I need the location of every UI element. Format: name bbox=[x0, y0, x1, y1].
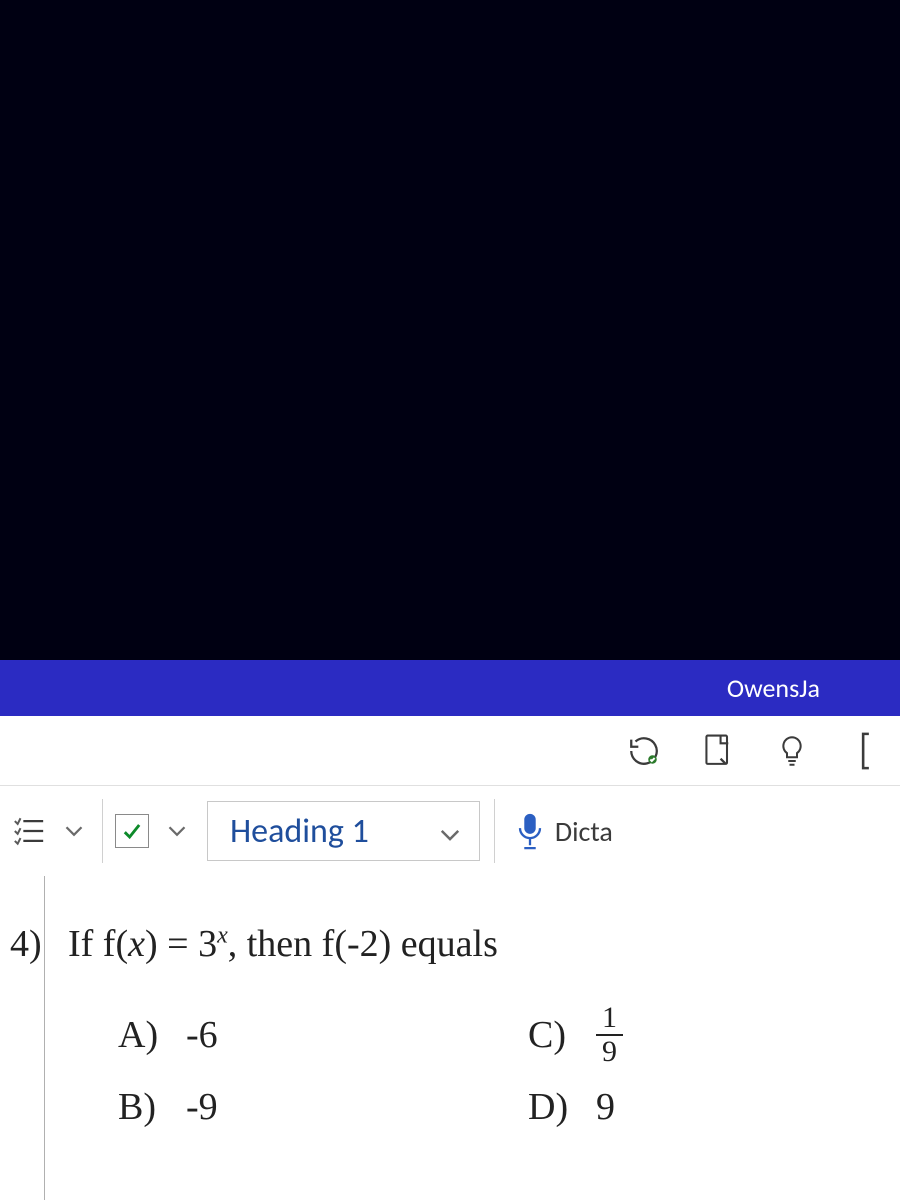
chevron-down-icon bbox=[439, 811, 461, 852]
title-bar: OwensJa bbox=[0, 660, 900, 716]
bracket-icon[interactable] bbox=[848, 733, 884, 769]
list-dropdown-chevron[interactable] bbox=[52, 801, 96, 861]
checklist-dropdown-chevron[interactable] bbox=[155, 801, 199, 861]
answer-C-fraction: 1 9 bbox=[596, 1002, 623, 1067]
question-block: 4) If f(x) = 3x, then f(-2) equals A) -6… bbox=[8, 922, 878, 1129]
answer-C: C) 1 9 bbox=[528, 1002, 828, 1067]
dark-background bbox=[0, 0, 900, 660]
bullet-list-icon[interactable] bbox=[6, 801, 52, 861]
q-mid: ) = 3 bbox=[145, 923, 217, 965]
answer-A: A) -6 bbox=[118, 1002, 488, 1067]
lightbulb-icon[interactable] bbox=[774, 733, 810, 769]
q-prefix: If f( bbox=[68, 923, 128, 965]
answer-A-label: A) bbox=[118, 1013, 168, 1057]
page-view-icon[interactable] bbox=[700, 733, 736, 769]
replay-icon[interactable] bbox=[626, 733, 662, 769]
question-number: 4) bbox=[8, 922, 68, 966]
answer-D: D) 9 bbox=[528, 1085, 828, 1129]
q-var: x bbox=[128, 923, 145, 965]
q-exponent: x bbox=[217, 922, 228, 948]
answer-C-label: C) bbox=[528, 1013, 578, 1057]
dictate-button[interactable]: Dicta bbox=[515, 811, 613, 851]
checklist-checkbox[interactable] bbox=[115, 814, 149, 848]
q-suffix: , then f(-2) equals bbox=[228, 923, 498, 965]
answer-C-denominator: 9 bbox=[596, 1036, 623, 1068]
ribbon-main-row: Heading 1 Dicta bbox=[0, 786, 900, 876]
ribbon-divider bbox=[102, 799, 103, 863]
answer-B-label: B) bbox=[118, 1085, 168, 1129]
username-label: OwensJa bbox=[727, 672, 820, 704]
answer-C-numerator: 1 bbox=[596, 1002, 623, 1036]
question-text: If f(x) = 3x, then f(-2) equals bbox=[68, 922, 498, 966]
answer-B-value: -9 bbox=[186, 1085, 218, 1129]
document-area: 4) If f(x) = 3x, then f(-2) equals A) -6… bbox=[0, 876, 900, 1200]
dictate-label: Dicta bbox=[555, 814, 613, 849]
style-selector[interactable]: Heading 1 bbox=[207, 801, 480, 861]
answer-B: B) -9 bbox=[118, 1085, 488, 1129]
answers-grid: A) -6 C) 1 9 B) -9 D) 9 bbox=[118, 1002, 878, 1129]
ribbon-divider bbox=[494, 799, 495, 863]
answer-D-label: D) bbox=[528, 1085, 578, 1129]
ribbon-top-row bbox=[0, 716, 900, 786]
style-selector-label: Heading 1 bbox=[230, 811, 369, 852]
microphone-icon bbox=[515, 811, 545, 851]
answer-A-value: -6 bbox=[186, 1013, 218, 1057]
answer-D-value: 9 bbox=[596, 1085, 615, 1129]
